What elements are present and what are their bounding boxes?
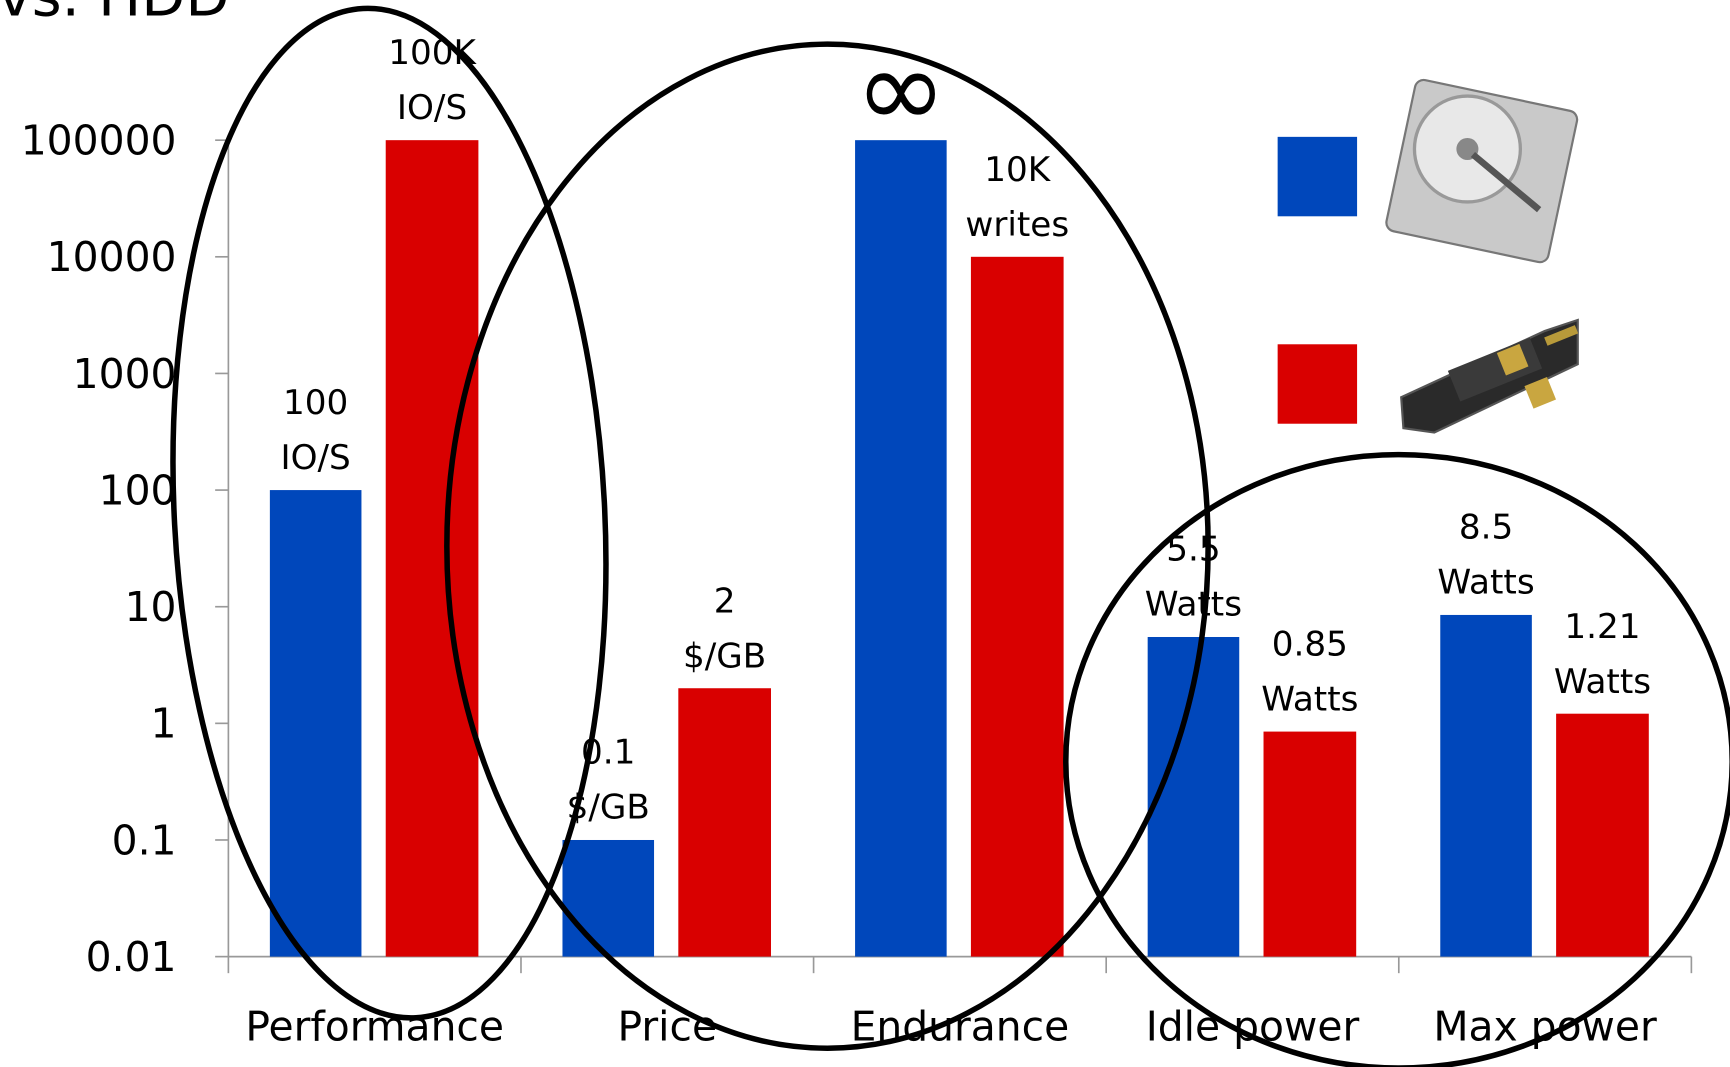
bar bbox=[678, 688, 771, 957]
bar bbox=[970, 256, 1064, 957]
value-label: 100K IO/S bbox=[388, 33, 476, 129]
value-label: 0.1 $/GB bbox=[566, 732, 650, 828]
y-tick-label: 1000 bbox=[73, 350, 177, 398]
x-tick-label: Max power bbox=[1433, 1002, 1657, 1050]
y-tick-label: 10000 bbox=[47, 233, 177, 281]
chart-title: vs. HDD bbox=[0, 0, 230, 29]
legend-swatch bbox=[1277, 136, 1358, 217]
value-label: 5.5 Watts bbox=[1144, 529, 1243, 625]
value-label-text: 10K writes bbox=[965, 149, 1070, 245]
ssd-icon bbox=[1400, 318, 1579, 434]
x-tick-label: Price bbox=[618, 1002, 718, 1050]
value-label-text: 2 $/GB bbox=[683, 581, 767, 677]
x-tick-label: Idle power bbox=[1146, 1002, 1360, 1050]
ellipse bbox=[1063, 451, 1730, 1067]
bar bbox=[1263, 731, 1357, 957]
value-label: 1.21 Watts bbox=[1553, 606, 1652, 702]
ellipse bbox=[444, 41, 1211, 1051]
y-tick-label: 100000 bbox=[21, 117, 177, 165]
value-label-text: 0.1 $/GB bbox=[566, 732, 650, 828]
bar bbox=[562, 839, 655, 957]
bar bbox=[1440, 614, 1532, 957]
value-label-text: 8.5 Watts bbox=[1437, 507, 1535, 603]
value-label-text: 100 IO/S bbox=[280, 383, 351, 478]
value-label-text: 100K IO/S bbox=[388, 33, 476, 129]
y-tick-label: 1 bbox=[151, 700, 177, 748]
y-tick-label: 0.1 bbox=[112, 816, 177, 864]
value-label: 0.85 Watts bbox=[1261, 624, 1359, 720]
value-label-text: 5.5 Watts bbox=[1144, 529, 1243, 625]
value-label: 2 $/GB bbox=[683, 581, 767, 677]
legend-swatch bbox=[1277, 344, 1358, 424]
y-tick-label: 0.01 bbox=[86, 933, 177, 981]
value-label: 10K writes bbox=[965, 149, 1070, 245]
bar bbox=[385, 140, 479, 957]
bar bbox=[269, 490, 362, 957]
bar bbox=[855, 140, 947, 957]
value-label-text: 0.85 Watts bbox=[1261, 624, 1359, 720]
hdd-icon bbox=[1385, 78, 1579, 264]
value-label: 100 IO/S bbox=[280, 383, 351, 478]
ellipse bbox=[170, 5, 609, 1021]
y-tick-label: 10 bbox=[125, 583, 177, 631]
y-tick-label: 100 bbox=[99, 466, 177, 514]
highlight-ellipses bbox=[170, 5, 1730, 1067]
value-label-text: 1.21 Watts bbox=[1553, 606, 1652, 702]
bar bbox=[1556, 713, 1649, 957]
value-label: 8.5 Watts bbox=[1437, 507, 1535, 603]
